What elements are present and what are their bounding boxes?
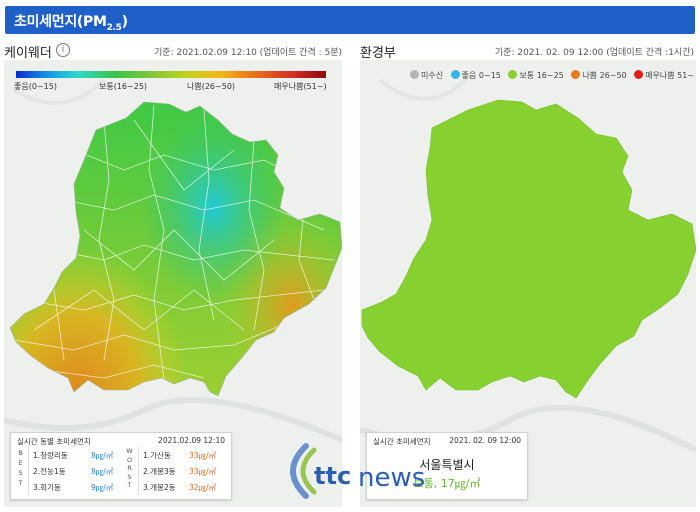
kweather-timestamp: 기준: 2021.02.09 12:10 (업데이트 간격 : 5분)	[154, 48, 342, 58]
city-summary-card: 실시간 초미세먼지 2021. 02. 09 12:00 서울특별시 보통, 1…	[366, 432, 528, 500]
me-title: 환경부	[360, 46, 396, 61]
info-icon[interactable]: i	[56, 43, 70, 57]
best-rank-1: 1.청량리동	[33, 451, 68, 460]
legend-good: 좋음 0~15	[450, 70, 501, 81]
best-value-3: 9㎍/㎥	[91, 483, 114, 492]
legend-very-bad: 매우나쁨(51~)	[274, 82, 327, 91]
best-list	[28, 447, 121, 495]
city-card-time: 2021. 02. 09 12:00	[449, 436, 521, 445]
best-rank-2: 2.전농1동	[33, 467, 66, 476]
city-value: 보통, 17㎍/㎥	[413, 477, 481, 490]
legend-very-bad: 매우나쁨 51~	[634, 70, 694, 81]
worst-rank-3: 3.개봉2동	[143, 483, 176, 492]
kweather-legend-gradient	[16, 71, 326, 78]
best-value-2: 8㎍/㎥	[91, 467, 114, 476]
worst-value-2: 33㎍/㎥	[189, 467, 217, 476]
worst-rank-2: 2.개봉3동	[143, 467, 176, 476]
worst-value-3: 32㎍/㎥	[189, 483, 217, 492]
kweather-panel-header: 케이웨더 i 기준: 2021.02.09 12:10 (업데이트 간격 : 5…	[4, 40, 344, 61]
ttc-news-logo: ttc news	[290, 443, 425, 499]
me-legend: 미수신 좋음 0~15 보통 16~25 나쁨 26~50 매우나쁨 51~	[410, 70, 696, 81]
seoul-region[interactable]	[361, 99, 696, 399]
city-card-title: 실시간 초미세먼지	[373, 437, 431, 446]
me-panel-header: 환경부 기준: 2021. 02. 09 12:00 (업데이트 간격 :1시간…	[360, 40, 696, 61]
ranking-card-time: 2021.02.09 12:10	[158, 436, 225, 445]
legend-moderate: 보통 16~25	[508, 70, 564, 81]
kweather-map-svg	[4, 78, 342, 443]
legend-good: 좋음(0~15)	[14, 82, 57, 91]
page-title: 초미세먼지(PM2.5)	[14, 14, 128, 33]
page-header-bar: 초미세먼지(PM2.5)	[5, 6, 695, 34]
legend-moderate: 보통(16~25)	[99, 82, 148, 91]
legend-bad: 나쁨(26~50)	[187, 82, 236, 91]
worst-value-1: 33㎍/㎥	[189, 451, 217, 460]
city-name: 서울특별시	[419, 458, 475, 472]
me-timestamp: 기준: 2021. 02. 09 12:00 (업데이트 간격 :1시간)	[494, 48, 694, 58]
kweather-title: 케이웨더	[4, 46, 52, 61]
worst-list	[138, 447, 229, 495]
legend-bad: 나쁨 26~50	[571, 70, 627, 81]
best-rank-3: 3.회기동	[33, 483, 61, 492]
kweather-map[interactable]: 좋음(0~15) 보통(16~25) 나쁨(26~50) 매우나쁨(51~)	[4, 60, 342, 507]
ranking-card-title: 실시간 동별 초미세먼지	[17, 437, 91, 446]
legend-no-signal: 미수신	[410, 70, 443, 81]
worst-rank-1: 1.가산동	[143, 451, 171, 460]
svg-text:ttc: ttc	[314, 462, 351, 490]
svg-text:news: news	[358, 463, 425, 493]
best-value-1: 8㎍/㎥	[91, 451, 114, 460]
me-map[interactable]: 미수신 좋음 0~15 보통 16~25 나쁨 26~50 매우나쁨 51~	[360, 60, 696, 507]
